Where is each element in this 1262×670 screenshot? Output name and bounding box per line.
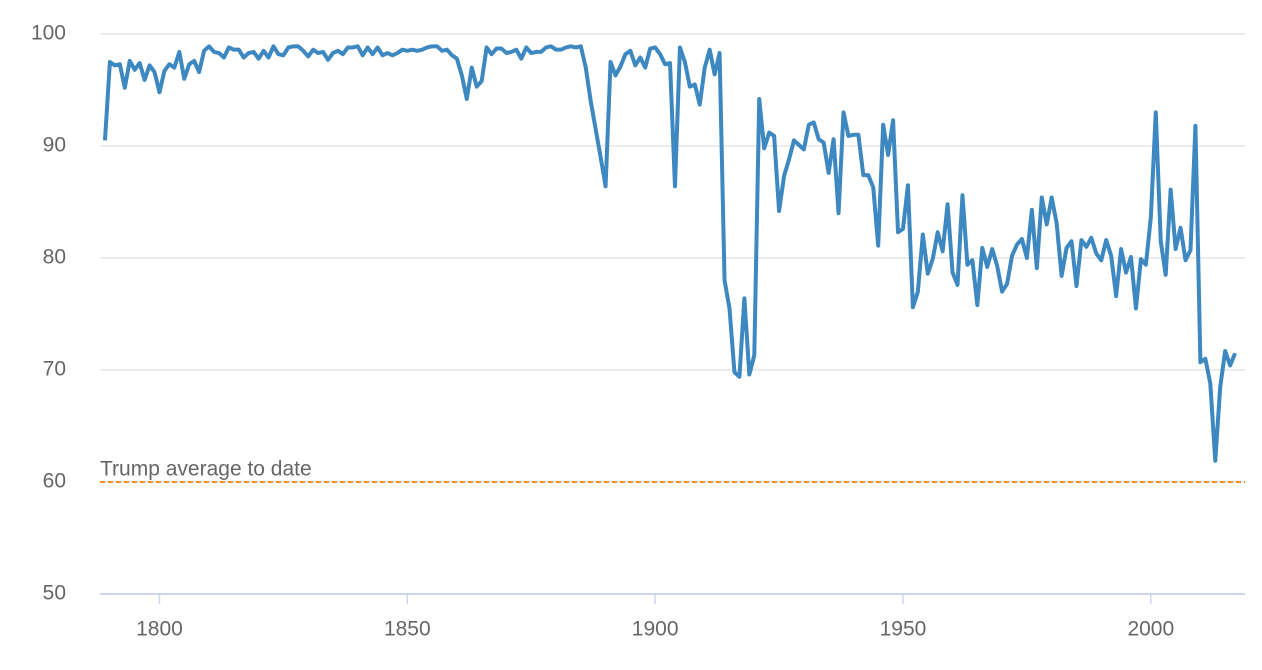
x-tick-label: 1800 <box>136 618 183 641</box>
y-tick-label: 50 <box>43 582 66 605</box>
y-tick-label: 60 <box>43 470 66 493</box>
y-tick-label: 70 <box>43 358 66 381</box>
reference-label: Trump average to date <box>100 458 312 481</box>
y-tick-label: 90 <box>43 134 66 157</box>
x-tick-label: 1850 <box>384 618 431 641</box>
data-line <box>102 44 1237 463</box>
y-tick-label: 80 <box>43 246 66 269</box>
x-tick-label: 1950 <box>880 618 927 641</box>
x-tick-label: 2000 <box>1127 618 1174 641</box>
x-tick-label: 1900 <box>632 618 679 641</box>
y-tick-label: 100 <box>31 22 66 45</box>
